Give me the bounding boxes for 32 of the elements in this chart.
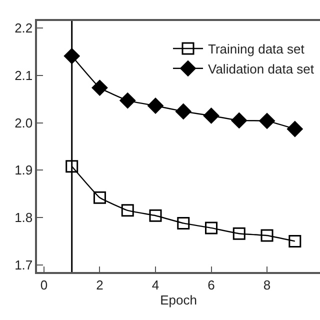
x-tick-label: 2 [96, 277, 104, 292]
y-tick-label: 1.9 [14, 162, 33, 178]
point [287, 121, 303, 137]
point [205, 222, 218, 234]
point [203, 108, 220, 124]
x-tick-label: 6 [208, 277, 215, 292]
point [175, 104, 192, 120]
x-tick-label: 0 [40, 277, 48, 292]
x-axis-title: Epoch [160, 292, 197, 308]
point [288, 234, 302, 248]
point [260, 229, 274, 242]
y-tick-label: 2.1 [14, 68, 33, 84]
point [120, 92, 136, 108]
y-tick-label: 1.7 [14, 257, 33, 272]
y-tick-label: 1.8 [14, 210, 33, 226]
point [232, 227, 246, 240]
point [93, 191, 106, 204]
legend-label: Training data set [208, 42, 305, 57]
point [148, 98, 164, 114]
legend-label: Validation data set [208, 61, 314, 76]
x-tick-label: 8 [263, 277, 271, 292]
y-tick-label: 2.2 [14, 20, 33, 36]
y-tick-label: 2.0 [14, 115, 33, 130]
point [259, 113, 275, 129]
point [231, 112, 248, 128]
point [177, 216, 190, 230]
point [149, 209, 162, 222]
x-tick-label: 4 [152, 277, 160, 292]
point [121, 204, 134, 217]
point [92, 80, 108, 96]
point [66, 160, 78, 173]
point [64, 48, 80, 64]
